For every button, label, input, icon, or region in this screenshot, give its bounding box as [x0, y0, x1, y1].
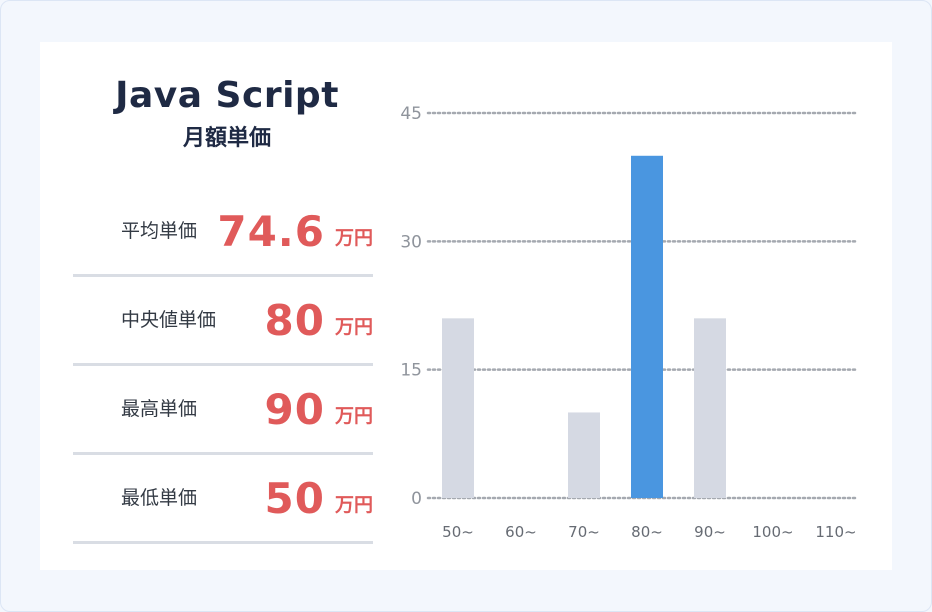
x-tick-label: 90~: [694, 523, 726, 541]
language-title: Java Script: [115, 75, 339, 116]
stats-list: 平均単価 74.6 万円 中央値単価 80 万円 最高単価 90 万円 最低単価…: [73, 188, 373, 544]
x-tick-label: 60~: [505, 523, 537, 541]
price-subtitle: 月額単価: [182, 126, 271, 151]
stat-label: 平均単価: [121, 220, 198, 242]
y-tick-label: 15: [400, 361, 422, 381]
stat-label: 中央値単価: [121, 309, 217, 331]
stat-row-min: 最低単価 50 万円: [73, 455, 373, 544]
y-tick-label: 45: [400, 104, 422, 124]
stat-row-median: 中央値単価 80 万円: [73, 277, 373, 366]
stat-value: 90 万円: [265, 366, 373, 452]
stat-number: 50: [264, 473, 325, 523]
y-tick-label: 30: [400, 232, 422, 252]
x-tick-label: 110~: [815, 523, 856, 541]
stat-number: 90: [264, 384, 325, 434]
heading: Java Script 月額単価: [72, 72, 382, 154]
x-tick-label: 80~: [631, 523, 663, 541]
stat-number: 74.6: [217, 206, 325, 256]
stat-number: 80: [264, 295, 325, 345]
stat-value: 74.6 万円: [217, 188, 373, 274]
bar: [442, 318, 474, 498]
bar: [631, 155, 663, 498]
x-tick-label: 100~: [752, 523, 793, 541]
stat-unit: 万円: [334, 315, 373, 338]
y-tick-label: 0: [411, 489, 422, 509]
stat-unit: 万円: [334, 226, 373, 249]
bar: [694, 318, 726, 498]
stat-row-max: 最高単価 90 万円: [73, 366, 373, 455]
stat-unit: 万円: [334, 493, 373, 516]
stat-value: 50 万円: [265, 455, 373, 541]
stat-row-average: 平均単価 74.6 万円: [73, 188, 373, 277]
stat-label: 最高単価: [121, 398, 198, 420]
stat-label: 最低単価: [121, 487, 198, 509]
bar: [568, 412, 600, 498]
stat-unit: 万円: [334, 404, 373, 427]
stat-value: 80 万円: [265, 277, 373, 363]
x-tick-label: 50~: [442, 523, 474, 541]
x-tick-label: 70~: [568, 523, 600, 541]
